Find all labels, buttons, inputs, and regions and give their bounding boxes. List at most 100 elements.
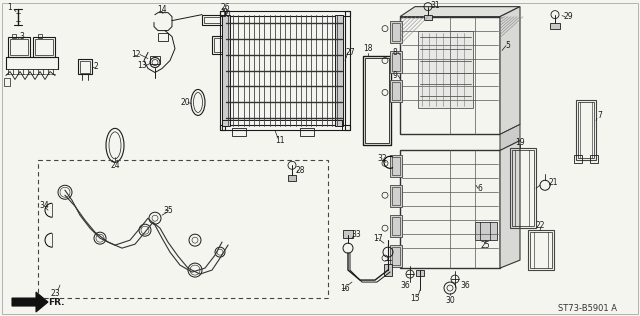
Text: 33: 33: [351, 230, 361, 239]
Bar: [550, 23, 560, 28]
Bar: [12, 33, 16, 38]
Bar: [300, 128, 314, 137]
Text: 36: 36: [460, 281, 470, 289]
Bar: [392, 187, 400, 205]
Text: 36: 36: [400, 281, 410, 289]
Text: 19: 19: [515, 138, 525, 147]
Text: 16: 16: [340, 283, 350, 293]
Bar: [392, 23, 400, 40]
Bar: [424, 15, 432, 20]
Bar: [80, 61, 90, 72]
Bar: [202, 15, 222, 25]
Bar: [343, 230, 353, 238]
Text: 35: 35: [163, 206, 173, 215]
Polygon shape: [400, 7, 520, 17]
Bar: [578, 102, 594, 158]
Text: 21: 21: [548, 178, 557, 187]
Text: 27: 27: [345, 48, 355, 57]
Text: FR.: FR.: [48, 298, 64, 307]
Text: 12: 12: [131, 50, 141, 59]
Bar: [392, 82, 400, 100]
Text: 22: 22: [535, 221, 545, 230]
Bar: [35, 39, 53, 55]
Bar: [363, 56, 391, 145]
Bar: [400, 150, 500, 268]
Text: 14: 14: [157, 5, 167, 14]
Bar: [418, 31, 473, 108]
Bar: [530, 232, 552, 268]
Bar: [528, 230, 554, 270]
Bar: [158, 33, 168, 40]
Text: 11: 11: [275, 136, 285, 145]
Polygon shape: [500, 140, 520, 268]
Bar: [232, 128, 246, 137]
Bar: [222, 15, 230, 126]
Bar: [574, 155, 582, 163]
Bar: [390, 185, 402, 207]
Bar: [392, 52, 400, 70]
Bar: [576, 100, 596, 160]
Text: 25: 25: [480, 241, 490, 250]
Bar: [220, 125, 350, 131]
Text: 15: 15: [410, 294, 420, 302]
Text: 30: 30: [445, 295, 455, 305]
Bar: [10, 39, 28, 55]
Bar: [400, 17, 500, 134]
Text: 1: 1: [8, 3, 12, 12]
Bar: [222, 120, 342, 131]
Bar: [475, 222, 497, 240]
Bar: [38, 160, 328, 298]
Bar: [150, 56, 160, 64]
Text: 31: 31: [430, 1, 440, 10]
Bar: [392, 217, 400, 235]
Bar: [78, 58, 92, 75]
Polygon shape: [500, 7, 520, 134]
Bar: [390, 245, 402, 267]
Bar: [512, 150, 534, 226]
Bar: [590, 155, 598, 163]
Text: 8: 8: [392, 48, 397, 57]
Text: 10: 10: [221, 10, 231, 19]
Text: 5: 5: [506, 41, 511, 50]
Bar: [365, 58, 389, 143]
Bar: [214, 38, 222, 52]
Text: 23: 23: [50, 289, 60, 298]
Text: ST73-B5901 A: ST73-B5901 A: [557, 303, 616, 313]
Bar: [392, 247, 400, 265]
Text: 2: 2: [93, 62, 99, 71]
Bar: [335, 15, 343, 126]
Bar: [38, 33, 42, 38]
Polygon shape: [12, 292, 48, 312]
Text: 34: 34: [39, 201, 49, 210]
Bar: [384, 264, 392, 276]
Bar: [33, 37, 55, 57]
Polygon shape: [500, 125, 520, 150]
Text: 7: 7: [598, 111, 602, 120]
Bar: [4, 78, 10, 87]
Bar: [220, 11, 225, 131]
Bar: [510, 148, 536, 228]
Bar: [390, 51, 402, 72]
Text: 18: 18: [364, 44, 372, 53]
Text: 32: 32: [377, 154, 387, 163]
Text: 20: 20: [180, 98, 190, 107]
Bar: [416, 270, 424, 276]
Text: 29: 29: [563, 12, 573, 21]
Text: 28: 28: [295, 166, 305, 175]
Text: 24: 24: [110, 161, 120, 170]
Bar: [212, 36, 224, 53]
Bar: [390, 215, 402, 237]
Text: 26: 26: [220, 3, 230, 12]
Bar: [204, 17, 220, 23]
Bar: [392, 157, 400, 175]
Text: 9: 9: [392, 71, 397, 80]
Bar: [220, 11, 350, 15]
Text: 6: 6: [477, 184, 483, 193]
Text: 3: 3: [20, 32, 24, 41]
Bar: [390, 155, 402, 177]
Bar: [288, 175, 296, 181]
Bar: [345, 11, 350, 131]
Bar: [390, 81, 402, 102]
Text: 13: 13: [137, 61, 147, 70]
Bar: [8, 37, 30, 57]
